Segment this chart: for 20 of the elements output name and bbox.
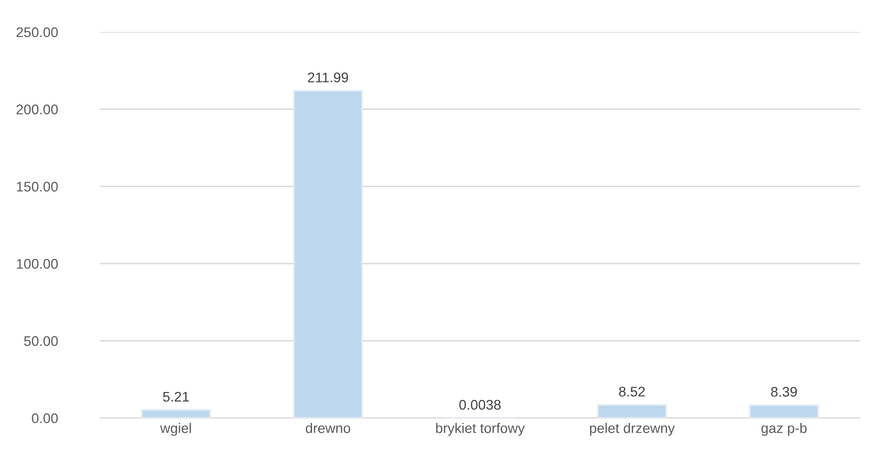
y-tick-label: 250.00 xyxy=(16,27,58,38)
x-tick-label: wgiel xyxy=(160,422,191,436)
x-tick-label: drewno xyxy=(306,422,350,434)
x-tick-label: brykiet torfowy xyxy=(436,422,525,436)
x-tick-label: pelet drzewny xyxy=(590,422,675,436)
y-tick-label: 50.00 xyxy=(24,336,58,346)
y-tick-label: 150.00 xyxy=(16,182,58,192)
data-label: 5.21 xyxy=(163,392,189,402)
data-label: 8.52 xyxy=(619,386,645,397)
bar xyxy=(140,409,212,418)
bar xyxy=(292,90,364,418)
bar xyxy=(596,404,668,418)
y-tick-label: 200.00 xyxy=(16,104,58,114)
y-tick-label: 100.00 xyxy=(16,258,58,269)
data-label: 8.39 xyxy=(771,386,797,397)
bar xyxy=(748,404,820,418)
x-tick-label: gaz p-b xyxy=(761,422,807,436)
y-tick-label: 0.00 xyxy=(32,413,58,424)
data-label: 211.99 xyxy=(308,72,348,82)
data-label: 0.0038 xyxy=(459,400,501,410)
